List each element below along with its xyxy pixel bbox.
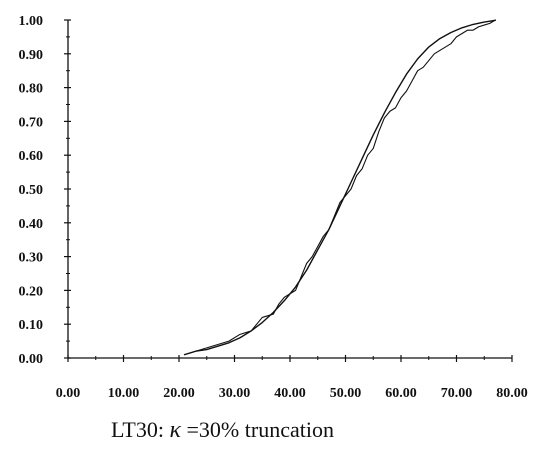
caption-suffix: =30% truncation: [186, 417, 334, 442]
y-tick-label: 1.00: [19, 14, 44, 29]
y-tick-label: 0.00: [19, 352, 44, 367]
x-tick-label: 0.00: [56, 386, 81, 401]
caption-prefix: LT30:: [111, 417, 164, 442]
x-tick-label: 80.00: [496, 386, 528, 401]
x-tick-label: 70.00: [441, 386, 473, 401]
x-tick-label: 10.00: [108, 386, 140, 401]
axes: [67, 20, 512, 359]
x-tick-label: 20.00: [163, 386, 195, 401]
y-tick-label: 0.50: [19, 183, 44, 198]
y-tick-label: 0.20: [19, 284, 44, 299]
x-tick-label: 40.00: [274, 386, 306, 401]
x-tick-label: 50.00: [330, 386, 362, 401]
ticks: [64, 19, 513, 362]
y-tick-label: 0.90: [19, 48, 44, 63]
smooth-cdf-line: [183, 19, 497, 356]
x-tick-label: 60.00: [385, 386, 417, 401]
x-tick-label: 30.00: [219, 386, 251, 401]
y-tick-label: 0.60: [19, 149, 44, 164]
y-tick-label: 0.10: [19, 318, 44, 333]
y-tick-label: 0.40: [19, 217, 44, 232]
y-tick-label: 0.70: [19, 115, 44, 130]
kappa-symbol: κ: [169, 417, 182, 443]
y-tick-label: 0.30: [19, 251, 44, 266]
empirical-cdf-line: [184, 19, 496, 356]
y-tick-label: 0.80: [19, 82, 44, 97]
tick-labels: 0.00 0.10 0.20 0.30 0.40 0.50 0.60 0.70 0.80 0.90…: [19, 14, 528, 401]
series: [183, 19, 497, 356]
chart-caption: LT30: κ =30% truncation: [111, 417, 334, 444]
